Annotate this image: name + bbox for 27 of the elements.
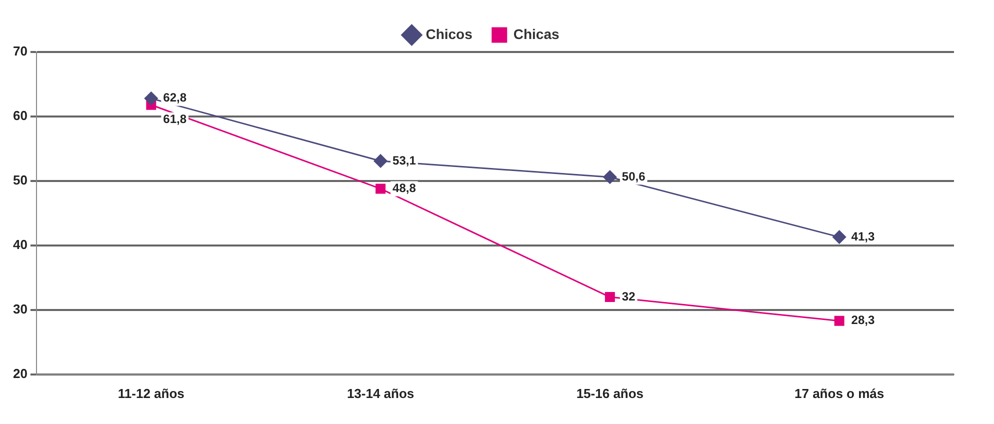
y-tick-label: 20 [12,366,28,381]
legend-label: Chicas [513,26,560,42]
x-tick-label: 15-16 años [576,386,644,401]
data-label: 61,8 [163,112,187,126]
y-tick-label: 70 [12,44,28,59]
data-label: 41,3 [851,229,875,244]
y-tick-label: 40 [12,237,28,252]
x-tick-label: 11-12 años [118,386,184,401]
point [376,184,386,194]
y-tick-label: 50 [12,172,28,188]
x-tick-label: 13-14 años [346,386,414,401]
point [603,170,617,184]
data-label: 50,6 [622,169,646,184]
point [604,292,615,302]
point [834,316,844,326]
data-label: 53,1 [392,153,416,168]
y-tick-label: 30 [12,302,28,316]
data-label: 62,8 [163,90,187,105]
y-tick-label: 60 [12,108,28,124]
data-label: 32 [622,289,636,304]
point [832,230,846,244]
legend-label: Chicos [426,26,473,42]
point [144,92,158,106]
x-tick-label: 17 años o más [794,386,884,401]
point [374,154,388,168]
data-label: 48,8 [392,181,416,196]
data-label: 28,3 [851,313,875,328]
